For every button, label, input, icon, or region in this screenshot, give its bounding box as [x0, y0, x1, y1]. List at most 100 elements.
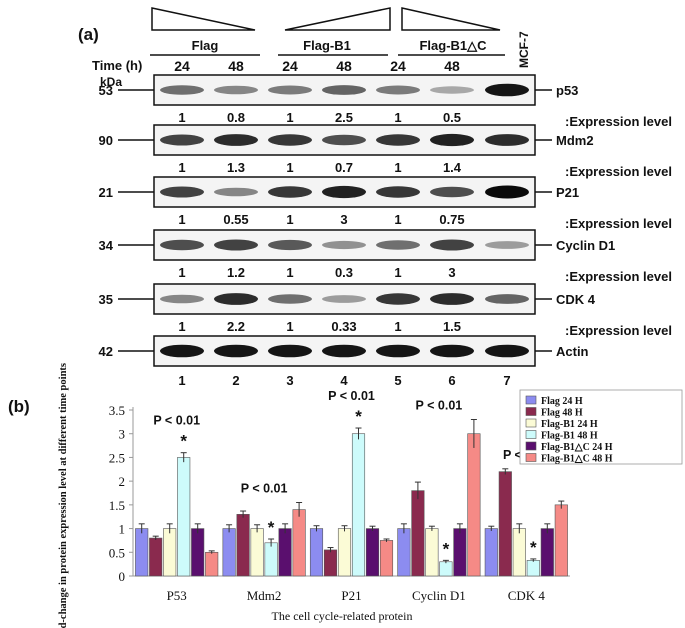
y-tick-label: 2.5 [109, 450, 125, 465]
expression-value: 1 [178, 110, 185, 125]
expression-value: 1.2 [227, 265, 245, 280]
bar [484, 528, 498, 577]
bar [379, 540, 394, 577]
bar [264, 542, 278, 577]
blot-band [160, 294, 204, 304]
expression-level-label: :Expression level [565, 114, 672, 129]
blot-band [485, 185, 529, 199]
wedge-decreasing-1 [151, 7, 256, 31]
legend-box [519, 389, 683, 465]
blot-band [322, 134, 366, 146]
kda-value: 90 [99, 133, 113, 148]
kda-value: 34 [99, 238, 114, 253]
bar [250, 528, 264, 577]
y-tick-label: 0.5 [109, 545, 125, 560]
expression-value: 0.75 [439, 212, 464, 227]
wedge-increasing [284, 7, 391, 31]
expression-level-label: :Expression level [565, 323, 672, 338]
dose-wedges [151, 7, 501, 31]
significance-star: * [180, 432, 187, 451]
y-tick-label: 2 [119, 474, 126, 489]
y-tick-label: 0 [119, 569, 126, 584]
expression-level-label: :Expression level [565, 216, 672, 231]
bar [309, 528, 324, 577]
bar [323, 549, 338, 577]
blot-band [268, 344, 312, 358]
expression-value: 0.3 [335, 265, 353, 280]
expression-value: 1 [394, 265, 401, 280]
time-value: 24 [390, 58, 406, 74]
blot-band [214, 293, 258, 305]
blot-mdm2: 90 Mdm2 1 1.3 1 0.7 1 1.4:Expression level [99, 124, 672, 179]
kda-value: 21 [99, 185, 113, 200]
blot-band [322, 185, 366, 199]
y-tick-label: 1 [119, 522, 126, 537]
lane-number: 6 [448, 373, 455, 388]
blot-band [376, 293, 420, 305]
blot-band [214, 344, 258, 358]
blot-band [268, 294, 312, 304]
blot-band [268, 239, 312, 251]
bar [411, 490, 425, 577]
blot-band [430, 133, 474, 147]
bar [177, 457, 191, 577]
blot-band [430, 239, 474, 251]
legend-label: Flag-B1△C 24 H [541, 442, 613, 453]
expression-value: 2.2 [227, 319, 245, 334]
blot-band [268, 134, 312, 146]
protein-label: p53 [556, 83, 578, 98]
blot-band [376, 240, 420, 250]
bar [453, 528, 467, 577]
expression-value: 1.4 [443, 160, 462, 175]
significance-star: * [268, 518, 275, 537]
legend-label: Flag-B1△C 48 H [541, 454, 613, 465]
y-tick-label: 3.5 [109, 403, 125, 418]
expression-value: 1 [286, 160, 293, 175]
lane-number: 4 [340, 373, 348, 388]
expression-value: 1 [178, 319, 185, 334]
blot-band [160, 344, 204, 358]
bar [512, 528, 526, 577]
blot-band [160, 239, 204, 251]
control-lane-label: MCF-7 [517, 31, 531, 68]
blot-band [485, 344, 529, 358]
group-label-flag-b1-dc: Flag-B1△C [419, 38, 487, 53]
expression-value: 1 [178, 212, 185, 227]
lane-number: 1 [178, 373, 185, 388]
bar [467, 433, 481, 577]
legend-swatch [525, 453, 537, 462]
blot-band [268, 85, 312, 95]
expression-value: 0.55 [223, 212, 248, 227]
group-label-flag: Flag [192, 38, 219, 53]
expression-value: 0.33 [331, 319, 356, 334]
bar [439, 561, 453, 577]
western-blots: 53 p53 1 0.8 1 2.5 1 0.5:Expression level 90 Mdm2… [99, 74, 672, 367]
x-tick-label: P21 [341, 588, 361, 603]
expression-level-label: :Expression level [565, 269, 672, 284]
x-tick-label: CDK 4 [508, 588, 546, 603]
bar [365, 528, 380, 577]
protein-label: Mdm2 [556, 133, 594, 148]
y-axis-title: Fold-change in protein expression level … [58, 363, 69, 628]
blot-band [485, 134, 529, 146]
p-value-label: P < 0.01 [241, 481, 288, 495]
bar [222, 528, 236, 577]
blot-band [160, 186, 204, 198]
lane-number: 5 [394, 373, 401, 388]
lane-numbers: 1 2 3 4 5 6 7 [178, 373, 510, 388]
bar [498, 471, 512, 577]
bar [526, 560, 540, 577]
time-value: 24 [174, 58, 190, 74]
blot-cdk-4: 35 CDK 4 1 2.2 1 0.33 1 1.5:Expression level [99, 283, 672, 338]
expression-value: 0.5 [443, 110, 461, 125]
bar [554, 504, 568, 577]
expression-value: 1 [286, 212, 293, 227]
bar [135, 528, 149, 577]
blot-band [376, 186, 420, 198]
legend-swatch [525, 430, 537, 439]
bar [149, 537, 163, 577]
significance-star: * [530, 538, 537, 557]
blot-p21: 21 P21 1 0.55 1 3 1 0.75:Expression level [99, 176, 672, 231]
time-value: 48 [444, 58, 460, 74]
